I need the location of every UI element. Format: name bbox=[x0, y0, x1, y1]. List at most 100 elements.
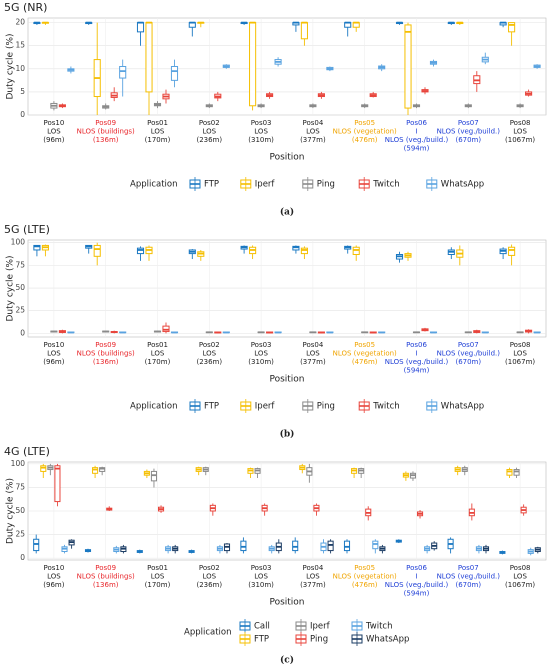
x-tick-label: Pos01 bbox=[147, 119, 168, 127]
x-tick-label: Pos07 bbox=[458, 564, 479, 572]
box bbox=[343, 540, 351, 552]
x-tick-label: (310m) bbox=[248, 136, 274, 144]
plot-frame bbox=[27, 239, 547, 338]
y-tick-label: 0 bbox=[20, 328, 25, 337]
x-tick-label: Pos03 bbox=[251, 341, 272, 349]
box bbox=[513, 469, 520, 476]
y-axis-label: Duty cycle (%) bbox=[6, 33, 16, 99]
x-tick-label: Pos05 bbox=[354, 341, 375, 349]
x-tick-label: LOS bbox=[151, 573, 165, 581]
x-tick-label: (236m) bbox=[196, 358, 222, 366]
x-tick-label: NLOS (vegetation) bbox=[333, 128, 397, 136]
x-tick-label: LOS bbox=[513, 573, 527, 581]
x-tick-label: Pos02 bbox=[199, 564, 220, 572]
legend-label: FTP bbox=[204, 402, 219, 412]
x-tick-label: Pos09 bbox=[95, 119, 116, 127]
x-tick-label: NLOS (veg./build.) bbox=[385, 358, 449, 366]
x-tick-label: (377m) bbox=[300, 581, 326, 589]
x-tick-label: (594m) bbox=[404, 590, 430, 598]
y-tick-label: 75 bbox=[15, 260, 25, 269]
x-axis-label: Position bbox=[269, 375, 304, 385]
x-tick-label: NLOS (veg./build.) bbox=[437, 350, 501, 358]
x-tick-label: (236m) bbox=[196, 581, 222, 589]
x-tick-label: (96m) bbox=[43, 358, 64, 366]
y-tick-label: 100 bbox=[11, 238, 26, 247]
legend-label: WhatsApp bbox=[441, 402, 484, 412]
x-tick-label: Pos01 bbox=[147, 564, 168, 572]
y-tick-label: 0 bbox=[20, 110, 25, 119]
x-tick-label: (594m) bbox=[404, 367, 430, 375]
x-tick-label: (377m) bbox=[300, 136, 326, 144]
x-tick-label: Pos07 bbox=[458, 341, 479, 349]
box bbox=[170, 66, 179, 81]
x-tick-label: (170m) bbox=[145, 136, 171, 144]
x-tick-label: (170m) bbox=[145, 581, 171, 589]
x-tick-label: (310m) bbox=[248, 358, 274, 366]
box bbox=[162, 325, 170, 333]
x-tick-label: LOS bbox=[202, 573, 216, 581]
x-tick-label: (670m) bbox=[455, 581, 481, 589]
x-tick-label: Pos05 bbox=[354, 564, 375, 572]
x-tick-label: NLOS (vegetation) bbox=[333, 350, 397, 358]
legend-label: Iperf bbox=[310, 622, 331, 632]
legend-label: Twitch bbox=[372, 402, 400, 412]
x-tick-label: (136m) bbox=[93, 136, 119, 144]
x-tick-label: (377m) bbox=[300, 358, 326, 366]
x-tick-label: LOS bbox=[202, 128, 216, 136]
x-axis-label: Position bbox=[269, 598, 304, 608]
box bbox=[99, 467, 106, 472]
x-tick-label: Pos09 bbox=[95, 341, 116, 349]
legend-label: Call bbox=[254, 622, 270, 632]
box bbox=[136, 247, 145, 255]
y-tick-label: 20 bbox=[15, 18, 25, 27]
y-tick-label: 50 bbox=[15, 283, 25, 292]
box bbox=[145, 22, 153, 93]
box bbox=[404, 24, 412, 109]
x-tick-label: LOS bbox=[513, 350, 527, 358]
y-tick-label: 10 bbox=[15, 64, 25, 73]
box bbox=[506, 469, 513, 476]
y-tick-label: 50 bbox=[15, 506, 25, 515]
x-tick-label: Pos06 bbox=[406, 341, 427, 349]
x-tick-label: LOS bbox=[306, 128, 320, 136]
legend-label: FTP bbox=[254, 635, 269, 645]
box bbox=[300, 22, 308, 40]
x-tick-label: Pos07 bbox=[458, 119, 479, 127]
chart-title: 4G (LTE) bbox=[4, 445, 50, 458]
x-tick-label: LOS bbox=[254, 128, 268, 136]
x-tick-label: LOS bbox=[151, 128, 165, 136]
x-tick-label: Pos04 bbox=[302, 564, 323, 572]
caption: (a) bbox=[280, 207, 294, 218]
box bbox=[249, 22, 257, 107]
x-tick-label: I bbox=[415, 573, 417, 581]
legend-label: WhatsApp bbox=[366, 635, 409, 645]
box bbox=[300, 247, 308, 255]
box bbox=[119, 66, 127, 79]
legend-label: Ping bbox=[317, 402, 335, 412]
x-tick-label: (1067m) bbox=[505, 136, 535, 144]
x-tick-label: (1067m) bbox=[505, 358, 535, 366]
box bbox=[33, 538, 40, 552]
box bbox=[150, 470, 158, 482]
box bbox=[33, 244, 41, 251]
y-tick-label: 5 bbox=[20, 87, 25, 96]
x-tick-label: Pos06 bbox=[406, 564, 427, 572]
x-tick-label: LOS bbox=[254, 350, 268, 358]
x-tick-label: Pos02 bbox=[199, 341, 220, 349]
box bbox=[508, 22, 516, 33]
x-tick-label: (236m) bbox=[196, 136, 222, 144]
legend-title: Application bbox=[184, 628, 232, 638]
box bbox=[292, 540, 299, 552]
box bbox=[136, 22, 145, 33]
x-tick-label: Pos03 bbox=[251, 119, 272, 127]
box bbox=[292, 245, 300, 251]
x-tick-label: Pos03 bbox=[251, 564, 272, 572]
x-tick-label: NLOS (buildings) bbox=[77, 350, 135, 358]
legend-label: Iperf bbox=[255, 180, 276, 190]
x-tick-label: (310m) bbox=[248, 581, 274, 589]
x-tick-label: NLOS (veg./build.) bbox=[385, 581, 449, 589]
x-tick-label: (476m) bbox=[352, 136, 378, 144]
x-tick-label: Pos04 bbox=[302, 119, 323, 127]
x-tick-label: LOS bbox=[254, 573, 268, 581]
